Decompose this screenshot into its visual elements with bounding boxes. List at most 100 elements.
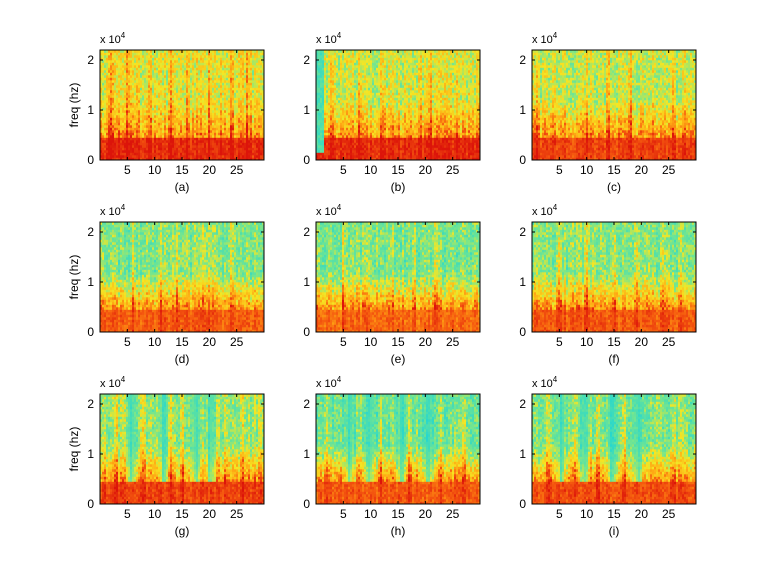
heatmap-cells [316,222,480,332]
y-tick-label: 1 [87,275,94,289]
y-axis-label: freq (hz) [67,255,81,300]
y-scale-exponent-power: 4 [121,31,126,40]
y-scale-exponent-power: 4 [337,31,342,40]
y-tick-label: 2 [303,397,310,411]
x-tick-label: 15 [607,507,621,521]
y-tick-label: 1 [303,275,310,289]
y-tick-label: 2 [87,53,94,67]
x-tick-label: 10 [364,163,378,177]
y-tick-label: 2 [87,397,94,411]
heatmap-cells [316,50,480,160]
x-tick-label: 20 [203,507,217,521]
x-tick-label: 5 [124,335,131,349]
x-tick-label: 5 [340,335,347,349]
spectrogram-panel: 5 10 15 20 25 0 1 2 x 104 (c) [519,31,697,194]
x-tick-label: 20 [419,163,433,177]
x-tick-label: 25 [446,507,460,521]
spectrogram-panel: 5 10 15 20 25 0 1 2 x 104 (i) [519,375,697,538]
x-tick-label: 5 [124,163,131,177]
y-tick-label: 2 [519,53,526,67]
y-scale-exponent: x 104 [316,375,342,390]
spectrogram-panel: 5 10 15 20 25 0 1 2 x 104 (h) [303,375,481,538]
x-tick-label: 20 [635,507,649,521]
y-scale-exponent-power: 4 [553,375,558,384]
x-tick-label: 15 [391,163,405,177]
y-tick-label: 1 [87,447,94,461]
y-tick-label: 2 [303,225,310,239]
y-tick-label: 0 [87,497,94,511]
x-tick-label: 20 [419,335,433,349]
x-tick-label: 20 [635,163,649,177]
x-tick-label: 25 [662,507,676,521]
y-scale-exponent-power: 4 [553,31,558,40]
heatmap-cells [532,50,696,160]
x-tick-label: 15 [175,507,189,521]
y-scale-exponent: x 104 [100,203,126,218]
y-scale-exponent-power: 4 [121,203,126,212]
x-tick-label: 25 [446,335,460,349]
x-tick-label: 25 [230,163,244,177]
y-tick-label: 2 [87,225,94,239]
x-tick-label: 5 [340,163,347,177]
y-tick-label: 0 [303,153,310,167]
y-scale-exponent: x 104 [100,375,126,390]
y-axis-label: freq (hz) [67,427,81,472]
y-tick-label: 0 [87,153,94,167]
x-tick-label: 20 [635,335,649,349]
x-tick-label: 15 [175,163,189,177]
x-tick-label: 5 [556,507,563,521]
x-tick-label: 20 [203,335,217,349]
y-scale-exponent-power: 4 [337,203,342,212]
spectrogram-panel: 5 10 15 20 25 0 1 2 x 104 (e) [303,203,481,366]
x-tick-label: 15 [175,335,189,349]
x-tick-label: 25 [662,163,676,177]
y-tick-label: 1 [87,103,94,117]
y-tick-label: 2 [519,397,526,411]
x-tick-label: 5 [340,507,347,521]
y-scale-exponent: x 104 [532,375,558,390]
x-tick-label: 25 [446,163,460,177]
heatmap-cells [532,394,696,504]
heatmap-cells [100,50,264,160]
y-scale-exponent: x 104 [100,31,126,46]
panel-caption: (i) [609,524,620,538]
x-tick-label: 5 [556,335,563,349]
x-tick-label: 5 [556,163,563,177]
x-tick-label: 25 [662,335,676,349]
y-tick-label: 0 [519,153,526,167]
x-tick-label: 10 [148,335,162,349]
x-tick-label: 20 [203,163,217,177]
panel-caption: (h) [391,524,406,538]
x-tick-label: 10 [148,507,162,521]
y-tick-label: 1 [519,447,526,461]
x-tick-label: 10 [580,507,594,521]
x-tick-label: 10 [148,163,162,177]
x-tick-label: 10 [580,163,594,177]
y-tick-label: 0 [519,497,526,511]
x-tick-label: 15 [607,335,621,349]
panel-caption: (b) [391,180,406,194]
heatmap-cells [100,222,264,332]
y-tick-label: 0 [87,325,94,339]
x-tick-label: 15 [391,335,405,349]
x-tick-label: 25 [230,335,244,349]
y-tick-label: 1 [303,447,310,461]
y-tick-label: 0 [519,325,526,339]
panel-caption: (c) [607,180,621,194]
y-tick-label: 1 [519,103,526,117]
y-axis-label: freq (hz) [67,83,81,128]
x-tick-label: 15 [391,507,405,521]
x-tick-label: 20 [419,507,433,521]
heatmap-cells [316,394,480,504]
panel-caption: (d) [175,352,190,366]
y-scale-exponent: x 104 [316,203,342,218]
spectrogram-panel: 5 10 15 20 25 0 1 2 x 104 (f) [519,203,697,366]
y-tick-label: 0 [303,497,310,511]
x-tick-label: 15 [607,163,621,177]
y-tick-label: 1 [519,275,526,289]
spectrogram-panel: 5 10 15 20 25 0 1 2 x 104 (b) [303,31,481,194]
x-tick-label: 25 [230,507,244,521]
spectrogram-panel: 5 10 15 20 25 0 1 2 x 104 freq (hz) (a) [67,31,265,194]
heatmap-cells [100,394,264,504]
